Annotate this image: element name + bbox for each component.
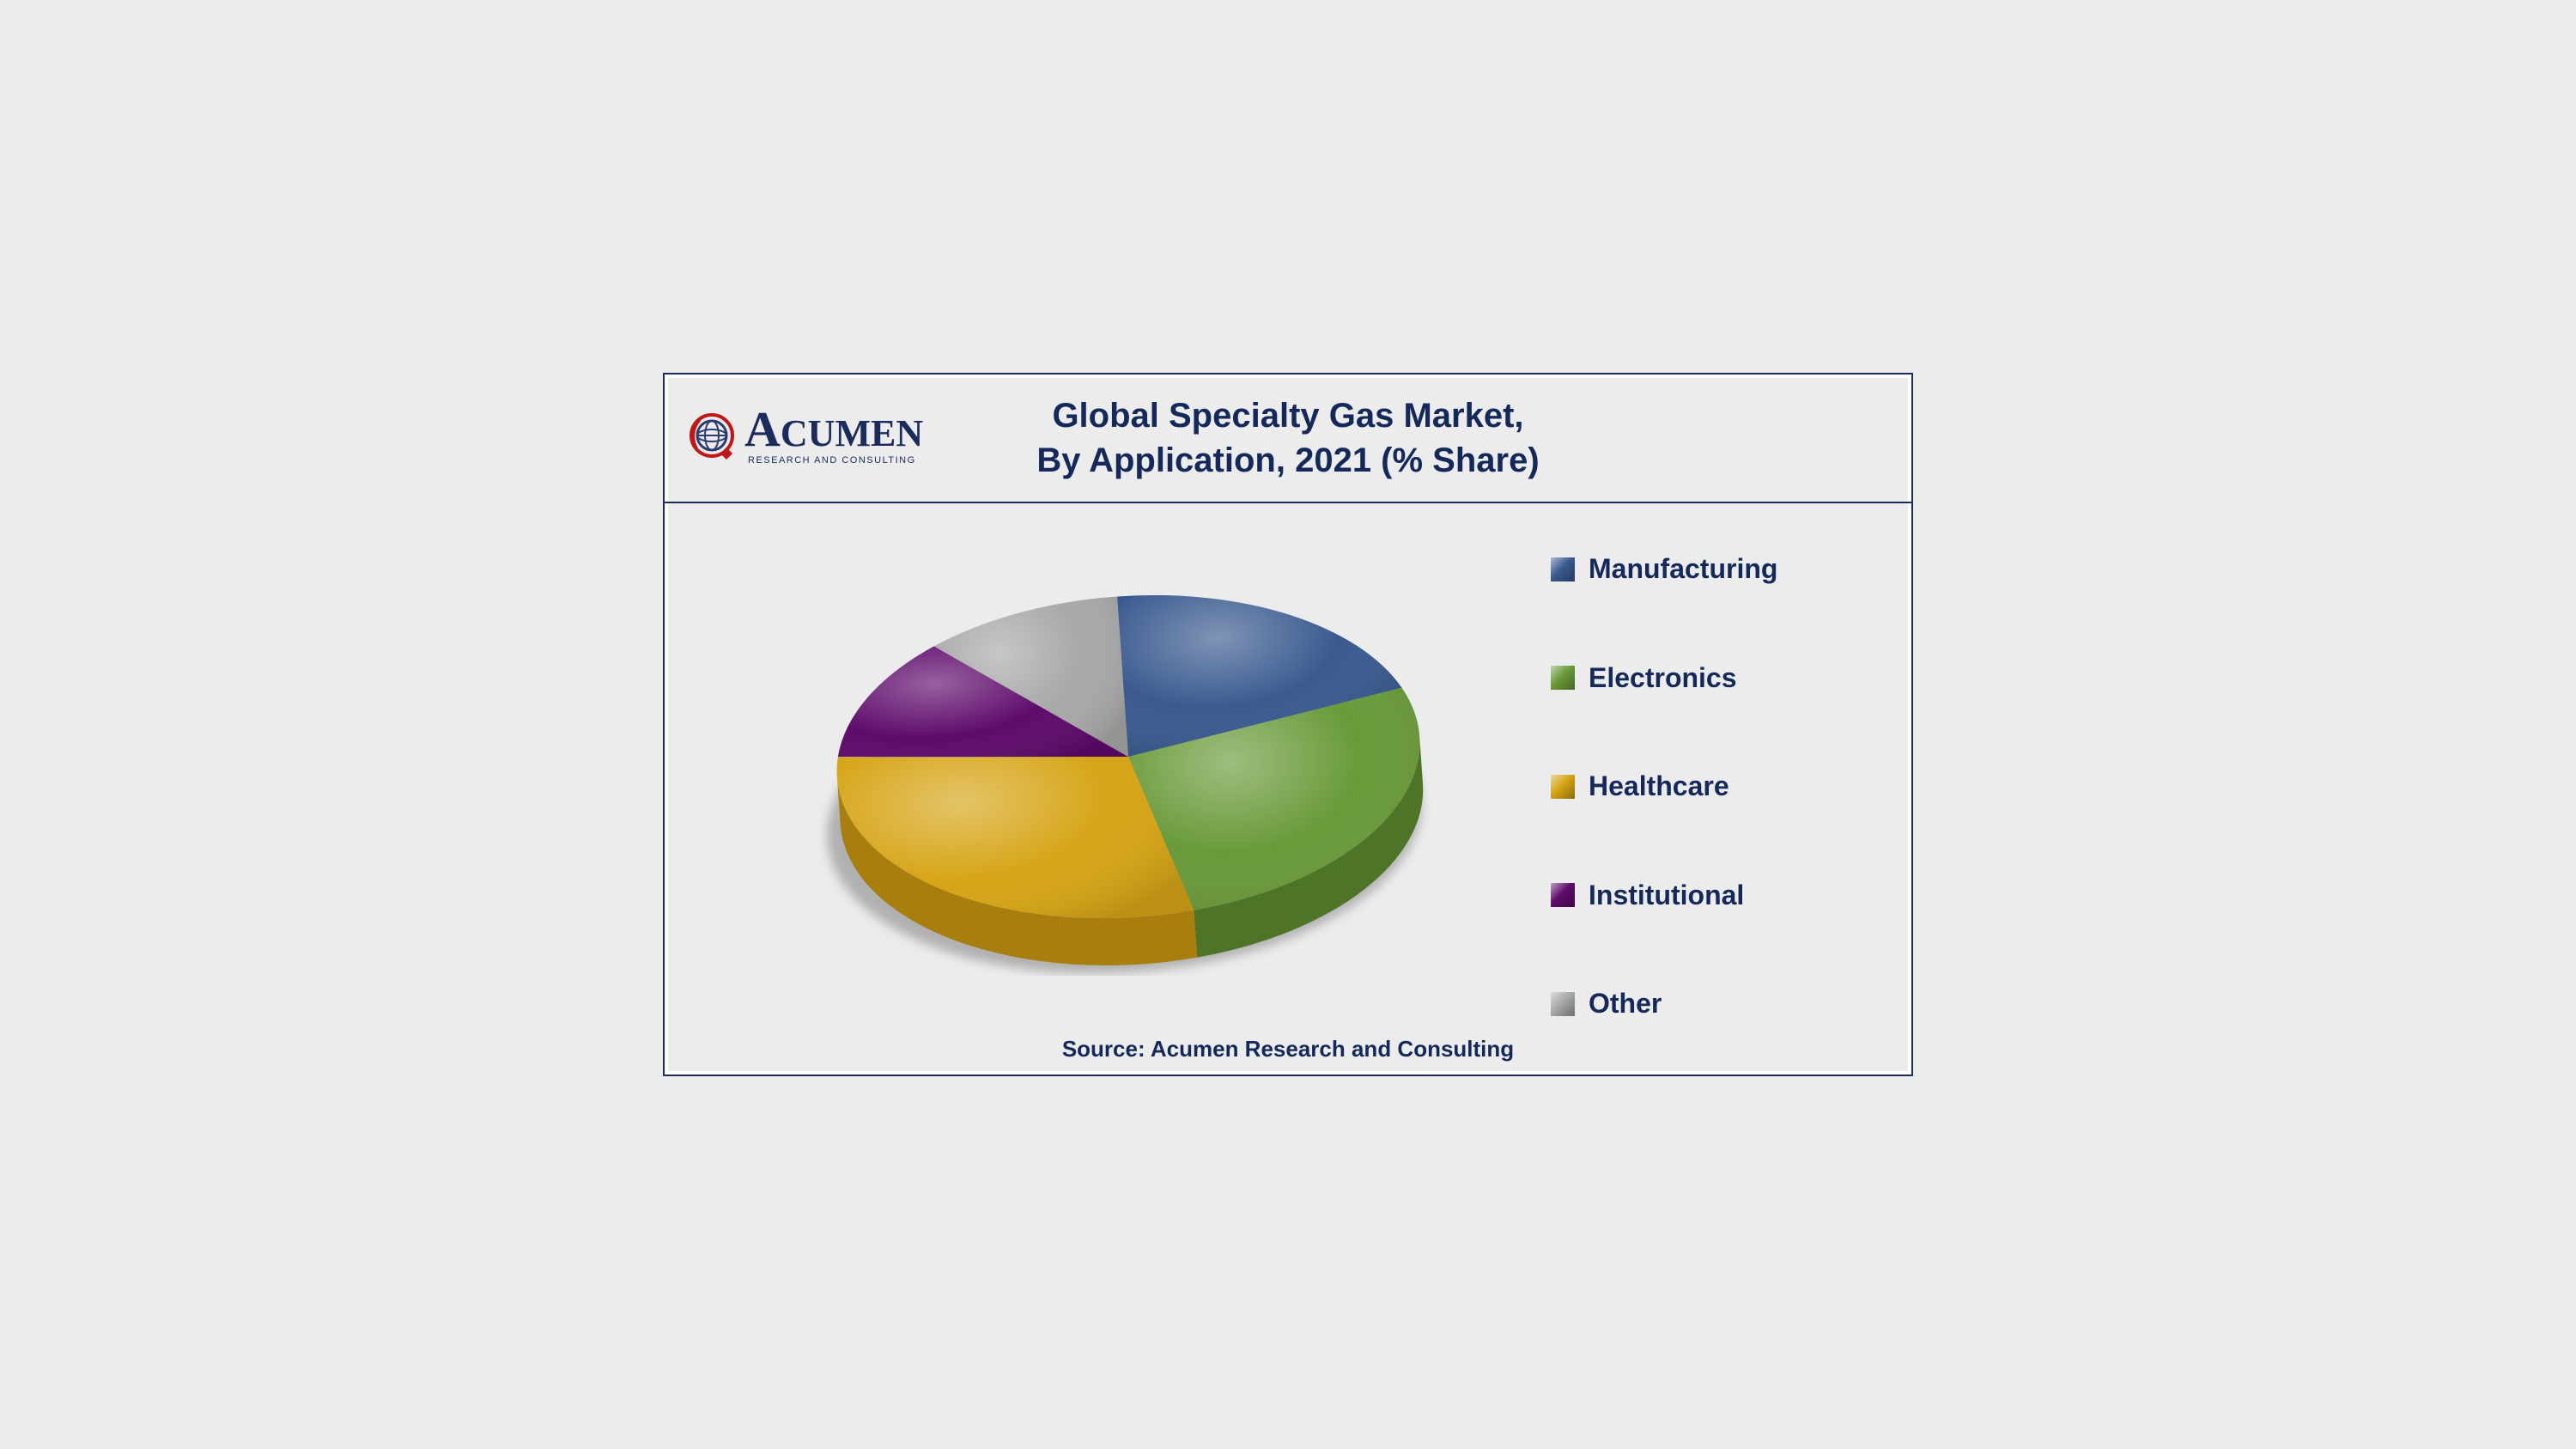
legend-label: Other bbox=[1589, 988, 1662, 1020]
header: ACUMEN RESEARCH AND CONSULTING Global Sp… bbox=[665, 374, 1911, 503]
legend-swatch bbox=[1551, 557, 1575, 581]
legend-label: Manufacturing bbox=[1589, 553, 1777, 585]
logo-text: ACUMEN RESEARCH AND CONSULTING bbox=[744, 405, 923, 466]
legend-item: Institutional bbox=[1551, 880, 1860, 911]
legend-label: Healthcare bbox=[1589, 770, 1729, 802]
brand-logo: ACUMEN RESEARCH AND CONSULTING bbox=[686, 405, 923, 466]
diamond-icon bbox=[720, 447, 732, 460]
legend-swatch bbox=[1551, 666, 1575, 690]
legend-label: Electronics bbox=[1589, 662, 1737, 694]
legend-label: Institutional bbox=[1589, 880, 1744, 911]
legend: Manufacturing Electronics Healthcare Instit… bbox=[1551, 546, 1860, 1040]
legend-swatch bbox=[1551, 992, 1575, 1016]
legend-item: Other bbox=[1551, 988, 1860, 1020]
legend-item: Electronics bbox=[1551, 662, 1860, 694]
legend-swatch bbox=[1551, 883, 1575, 907]
infographic-card: ACUMEN RESEARCH AND CONSULTING Global Sp… bbox=[663, 373, 1913, 1076]
logo-sub-text: RESEARCH AND CONSULTING bbox=[748, 456, 923, 466]
legend-item: Healthcare bbox=[1551, 770, 1860, 802]
pie-chart bbox=[793, 563, 1446, 976]
logo-main-text: ACUMEN bbox=[744, 405, 923, 454]
legend-item: Manufacturing bbox=[1551, 553, 1860, 585]
source-text: Source: Acumen Research and Consulting bbox=[665, 1036, 1911, 1062]
legend-swatch bbox=[1551, 775, 1575, 799]
